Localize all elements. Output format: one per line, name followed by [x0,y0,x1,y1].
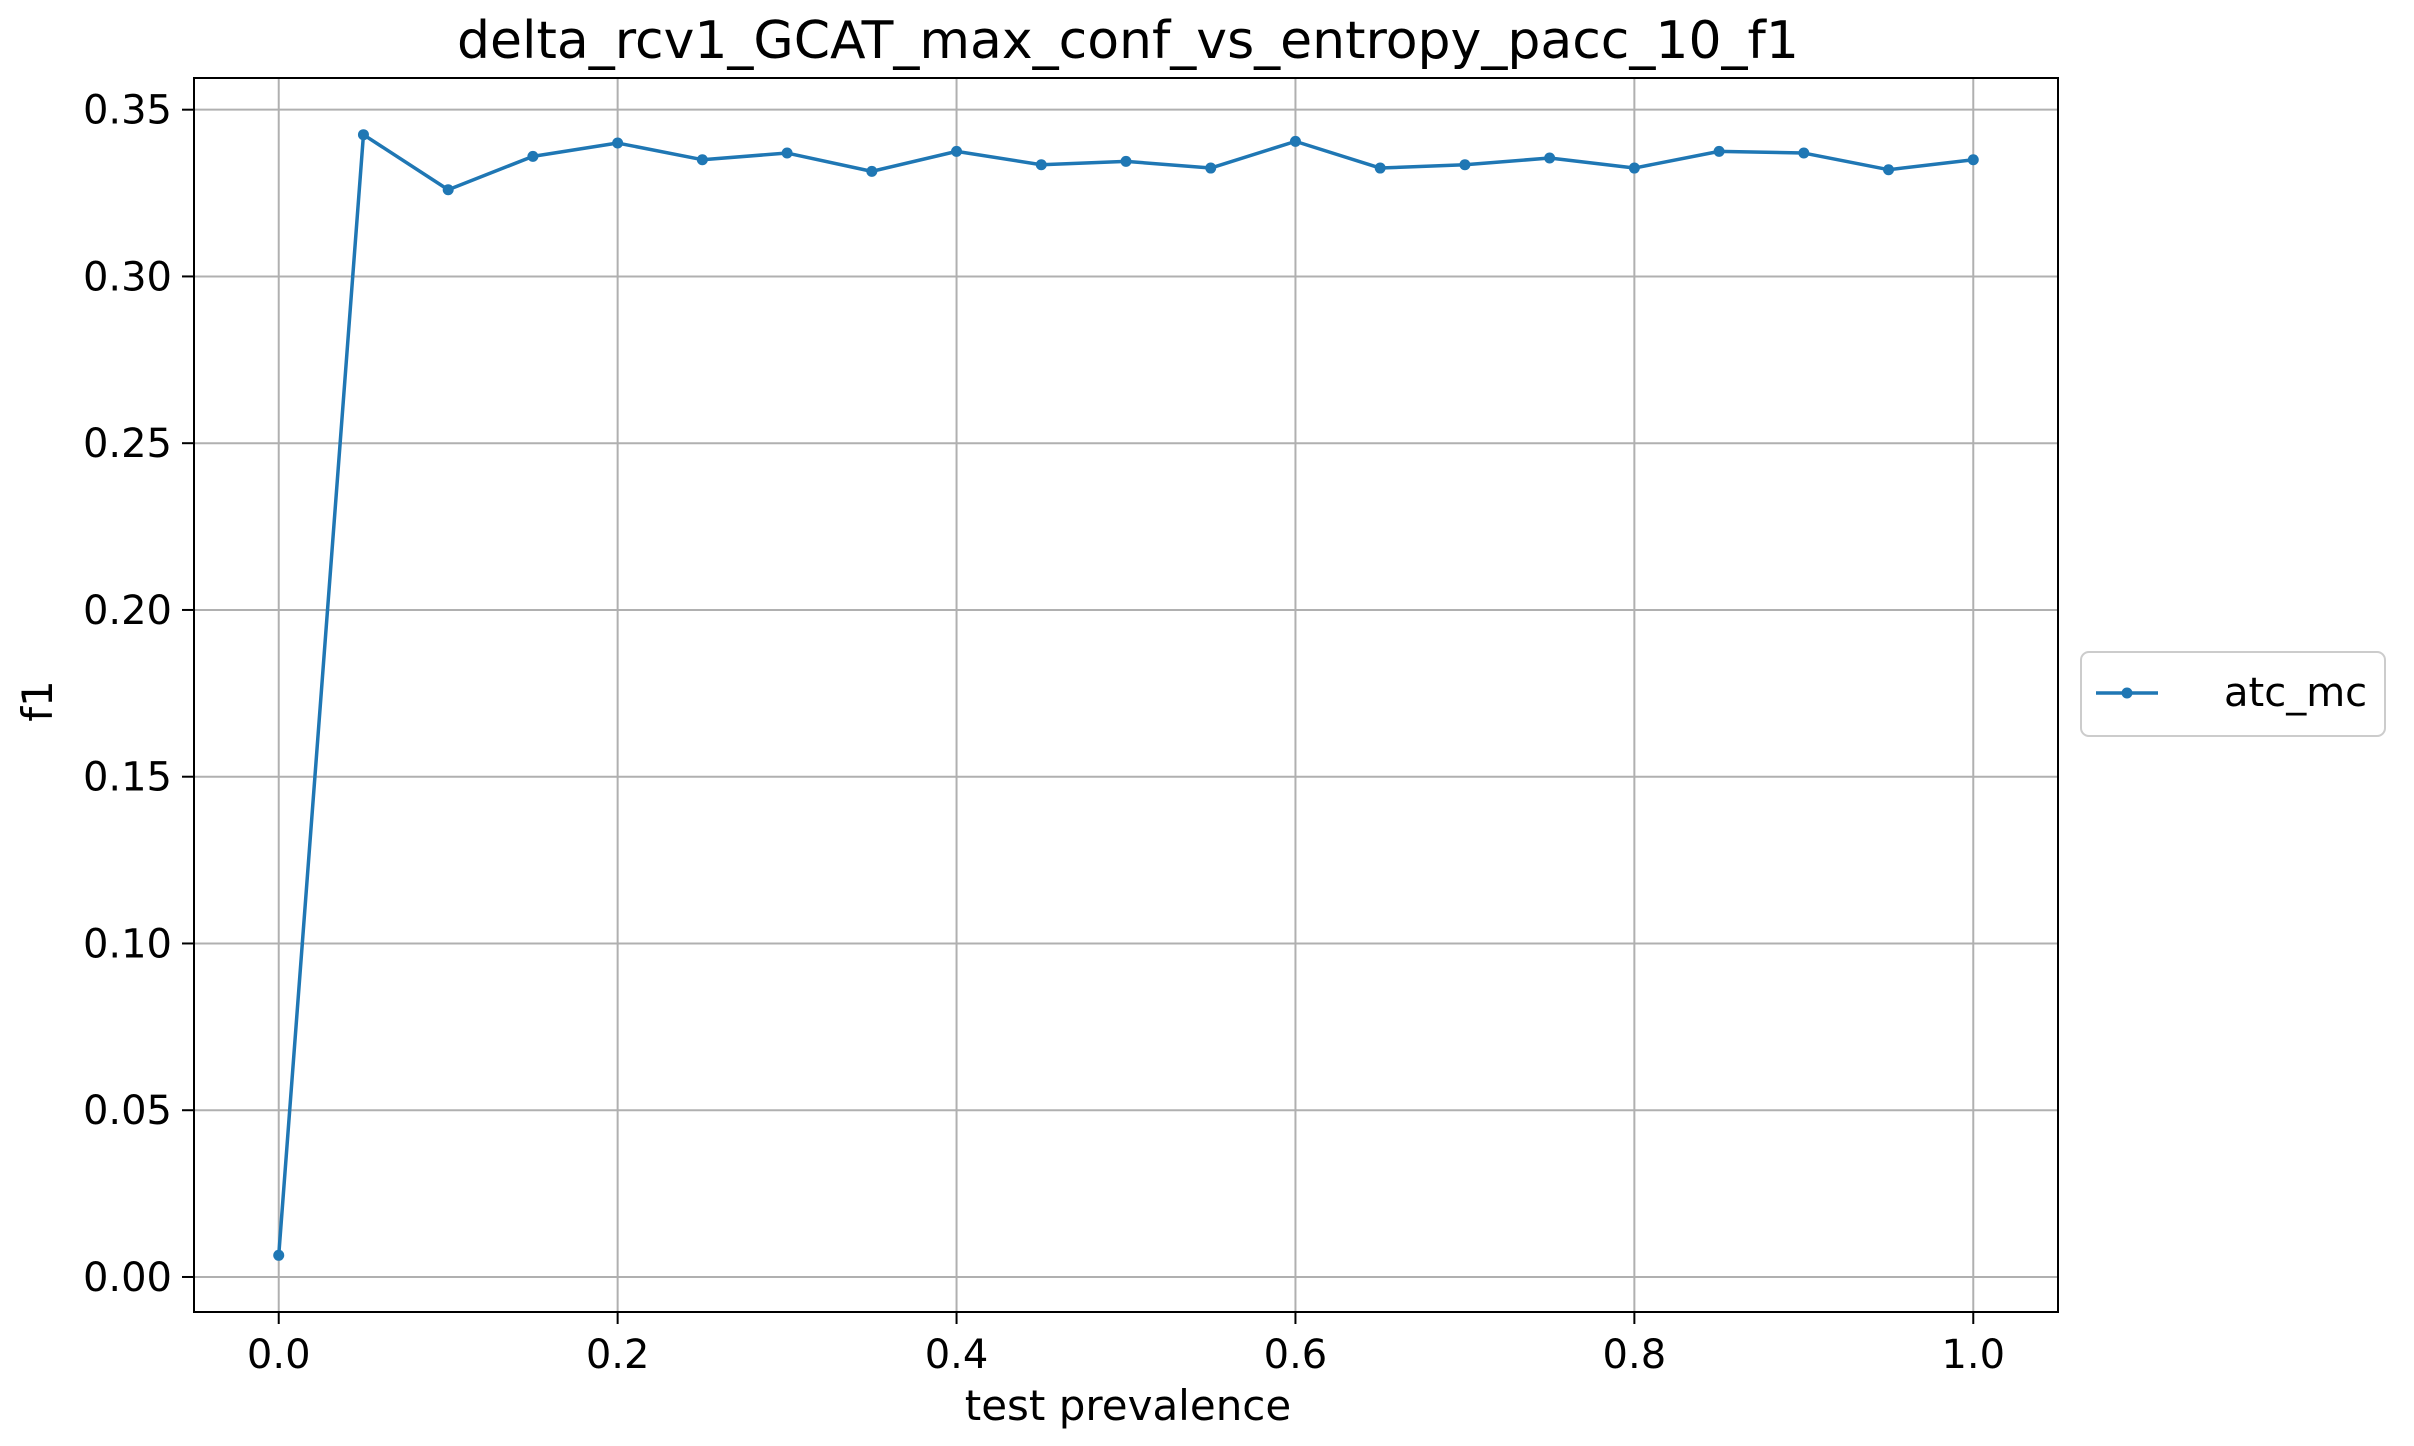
y-tick-label: 0.05 [83,1088,172,1134]
data-point [357,129,369,141]
y-tick-label: 0.30 [83,254,172,300]
y-axis-ticks: 0.00 0.05 0.10 0.15 0.20 0.25 0.30 0.35 [83,88,194,1301]
data-point [273,1249,285,1261]
x-axis-label: test prevalence [965,1381,1292,1430]
data-point [1628,162,1640,174]
data-point [951,145,963,157]
data-point [1883,164,1895,176]
x-tick-label: 1.0 [1941,1332,2005,1378]
x-tick-label: 0.6 [1264,1332,1328,1378]
data-point [1713,145,1725,157]
data-point [527,150,539,162]
x-tick-label: 0.8 [1603,1332,1667,1378]
y-tick-label: 0.10 [83,921,172,967]
data-point [1205,162,1217,174]
data-point [1967,154,1979,166]
y-tick-label: 0.20 [83,588,172,634]
data-point [1289,135,1301,147]
data-point [781,147,793,159]
y-tick-label: 0.25 [83,421,172,467]
data-point [612,137,624,149]
data-point [1459,159,1471,171]
data-point [442,184,454,196]
legend-label-atc_mc: atc_mc [2224,670,2367,716]
y-tick-label: 0.15 [83,755,172,801]
data-point [1035,159,1047,171]
y-axis-label: f1 [13,680,62,722]
series-layer [273,129,1979,1261]
y-tick-label: 0.35 [83,88,172,134]
data-point [1120,155,1132,167]
x-tick-label: 0.2 [586,1332,650,1378]
plot-frame [193,77,2059,1313]
legend-marker-atc_mc [2121,687,2133,699]
data-point [1798,147,1810,159]
grid-lines [194,78,2058,1312]
data-point [1374,162,1386,174]
x-tick-label: 0.4 [925,1332,989,1378]
chart-title: delta_rcv1_GCAT_max_conf_vs_entropy_pacc… [457,11,1799,71]
x-tick-label: 0.0 [247,1332,311,1378]
data-point [866,165,878,177]
legend-box [2080,651,2386,737]
x-axis-ticks: 0.0 0.2 0.4 0.6 0.8 1.0 [247,1312,2005,1378]
data-point [1544,152,1556,164]
y-tick-label: 0.00 [83,1255,172,1301]
legend: atc_mc [2080,651,2386,737]
data-point [696,154,708,166]
